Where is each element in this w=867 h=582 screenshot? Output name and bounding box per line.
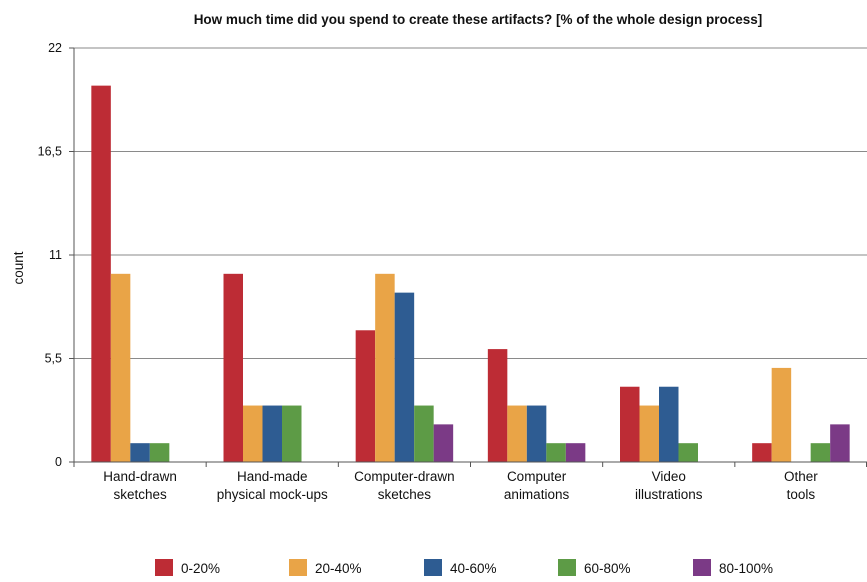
x-tick-label: Other tools (784, 469, 818, 502)
gridlines (74, 47, 867, 359)
bar (223, 273, 243, 462)
legend-swatch (693, 559, 711, 576)
bar (565, 443, 586, 462)
legend-label: 40-60% (450, 561, 497, 576)
legend-label: 60-80% (584, 561, 631, 576)
bar (620, 386, 640, 462)
bar (810, 443, 831, 462)
bar (110, 273, 131, 462)
bar (394, 292, 415, 462)
y-axis-ticks: 0 5,5 11 16,5 22 (38, 41, 74, 469)
bars (91, 85, 850, 463)
bar (678, 443, 698, 462)
y-tick-label: 0 (55, 455, 62, 469)
bar (355, 330, 376, 462)
chart-title: How much time did you spend to create th… (194, 12, 763, 27)
y-tick-label: 11 (49, 248, 62, 262)
legend-swatch (558, 559, 576, 576)
y-tick-label: 16,5 (38, 145, 62, 159)
bar (433, 424, 454, 462)
bar (243, 405, 263, 462)
legend-swatch (289, 559, 307, 576)
legend-label: 0-20% (181, 561, 220, 576)
bar (507, 405, 527, 462)
x-tick-label: Hand-drawn sketches (103, 469, 177, 502)
bar (752, 443, 772, 462)
y-tick-label: 22 (48, 41, 62, 55)
bar (91, 85, 111, 463)
legend-swatch (155, 559, 173, 576)
bar (487, 349, 508, 462)
bar (149, 443, 170, 462)
legend-label: 80-100% (719, 561, 773, 576)
bar (639, 405, 659, 462)
legend: 0-20% 20-40% 40-60% 60-80% 80-100% (155, 559, 773, 576)
y-tick-label: 5,5 (45, 352, 62, 366)
bar (546, 443, 566, 462)
x-tick-label: Computer animations (504, 469, 570, 502)
bar (414, 405, 434, 462)
bar (130, 443, 150, 462)
bar (526, 405, 547, 462)
legend-label: 20-40% (315, 561, 362, 576)
y-axis-label: count (11, 251, 26, 284)
legend-swatch (424, 559, 442, 576)
x-tick-label: Hand-made physical mock-ups (217, 469, 328, 502)
bar (262, 405, 282, 462)
bar (659, 386, 679, 462)
x-tick-label: Video illustrations (635, 469, 703, 502)
bar (375, 273, 395, 462)
bar (771, 367, 792, 462)
bar (830, 424, 850, 462)
bar (282, 405, 302, 462)
x-axis-labels: Hand-drawn sketches Hand-made physical mock… (73, 462, 867, 502)
x-tick-label: Computer-drawn sketches (354, 469, 455, 502)
